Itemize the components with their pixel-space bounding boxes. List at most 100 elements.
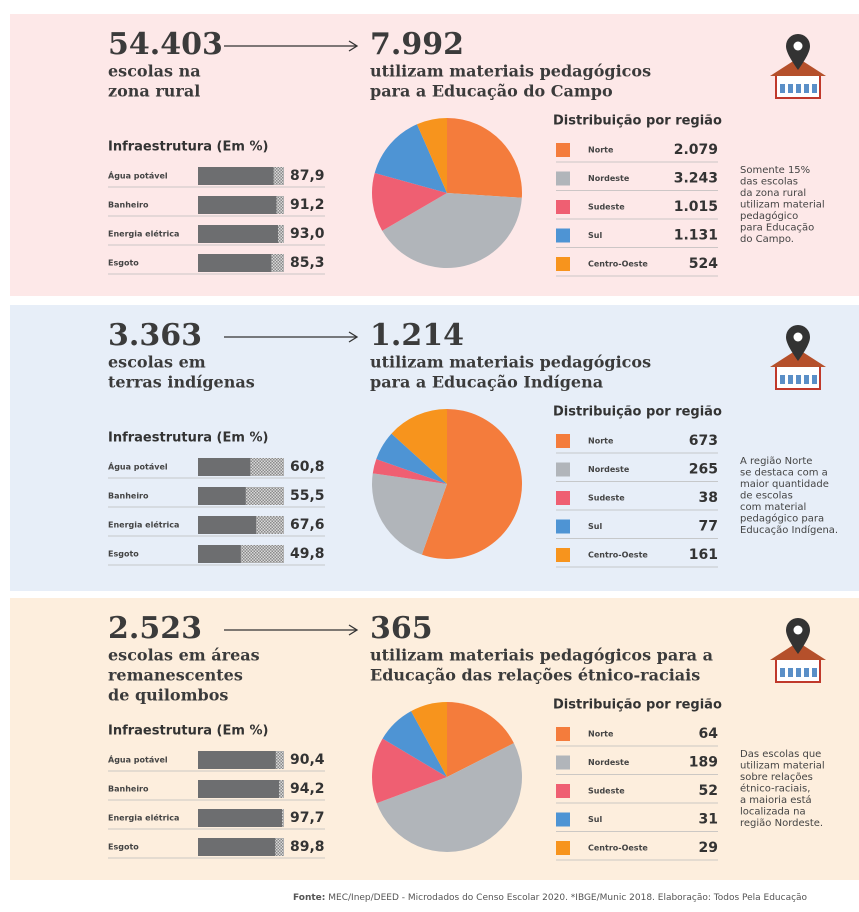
note: de escolas [740, 491, 793, 502]
bar [198, 516, 257, 534]
legend-value: 52 [699, 783, 718, 799]
note: do Campo. [740, 234, 794, 245]
legend-label: Sudeste [588, 203, 625, 212]
legend-value: 1.131 [674, 228, 718, 244]
count-label: para a Educação do Campo [370, 82, 613, 101]
legend-value: 524 [689, 256, 718, 272]
bar [198, 809, 283, 827]
pie-title: Distribuição por região [553, 114, 722, 129]
note: para Educação [740, 223, 814, 234]
legend-label: Sul [588, 522, 602, 531]
count-label: utilizam materiais pedagógicos [370, 62, 651, 81]
total-label: escolas em [108, 353, 206, 372]
note: Educação Indígena. [740, 524, 838, 536]
note: utilizam material [740, 200, 825, 211]
legend-swatch [556, 200, 570, 214]
count: 365 [370, 611, 433, 646]
pie-slice [376, 743, 522, 852]
legend-swatch [556, 755, 570, 770]
pie-slice [416, 118, 447, 193]
legend-label: Centro-Oeste [588, 551, 648, 560]
legend-swatch [556, 491, 570, 505]
bar [198, 751, 276, 769]
total-label: zona rural [108, 82, 200, 101]
icon-window [812, 375, 817, 384]
icon-window [812, 668, 817, 677]
legend-swatch [556, 228, 570, 243]
icon-window [804, 84, 809, 93]
icon-pin [786, 618, 810, 654]
total: 2.523 [108, 611, 202, 646]
bar [198, 225, 278, 243]
icon-pin-hole [793, 332, 803, 342]
bar [198, 838, 276, 856]
legend-value: 265 [689, 462, 718, 478]
icon-window [796, 668, 801, 677]
bar-value: 89,8 [290, 839, 325, 855]
arrow-head [348, 624, 359, 636]
pie-slice [447, 702, 514, 777]
legend-value: 189 [689, 755, 718, 771]
pie-slice [374, 124, 447, 193]
bar-value: 85,3 [290, 255, 325, 271]
icon-pin-hole [793, 625, 803, 635]
bar-value: 67,6 [290, 517, 325, 533]
legend-value: 31 [699, 812, 718, 828]
bar-value: 90,4 [290, 752, 325, 768]
legend-label: Nordeste [588, 465, 630, 474]
pie-slice [382, 711, 447, 777]
source: Fonte: MEC/Inep/DEED - Microdados do Cen… [293, 893, 808, 903]
pie-slice [411, 702, 447, 777]
pie-slice [421, 409, 522, 559]
legend-label: Sudeste [588, 787, 625, 796]
total-label: remanescentes [108, 666, 243, 685]
legend-swatch [556, 812, 570, 827]
total: 3.363 [108, 318, 202, 353]
bar-category: Banheiro [108, 492, 149, 501]
legend-swatch [556, 462, 570, 477]
bar-value: 94,2 [290, 781, 325, 797]
note: da zona rural [740, 188, 806, 199]
bar-category: Energia elétrica [108, 229, 179, 239]
note: localizada na [740, 807, 806, 818]
legend-swatch [556, 257, 570, 271]
legend-label: Norte [588, 437, 614, 446]
icon-window [780, 375, 785, 384]
icon-pin [786, 325, 810, 361]
bar [198, 196, 277, 214]
bar-title: Infraestrutura (Em %) [108, 431, 268, 446]
icon-window [796, 375, 801, 384]
legend-value: 3.243 [674, 171, 718, 187]
pie-slice [382, 193, 522, 268]
note: maior quantidade [740, 479, 829, 490]
total-label: escolas na [108, 62, 201, 81]
legend-value: 64 [699, 726, 719, 742]
legend-value: 29 [699, 840, 718, 856]
legend-swatch [556, 143, 570, 157]
note: étnico-raciais, [740, 783, 810, 795]
bar-category: Água potável [108, 461, 168, 472]
icon-window [788, 84, 793, 93]
note: com material [740, 502, 806, 513]
icon-window [780, 668, 785, 677]
icon-window [780, 84, 785, 93]
icon-window [788, 668, 793, 677]
legend-swatch [556, 548, 570, 562]
legend-label: Nordeste [588, 174, 630, 183]
pie-slice [372, 473, 447, 555]
source-text: MEC/Inep/DEED - Microdados do Censo Esco… [328, 893, 807, 903]
bar-value: 49,8 [290, 546, 325, 562]
legend-swatch [556, 784, 570, 798]
bar-category: Esgoto [108, 550, 139, 559]
legend-value: 77 [699, 519, 718, 535]
total-label: terras indígenas [108, 373, 255, 392]
bar-category: Esgoto [108, 259, 139, 268]
bar-value: 87,9 [290, 168, 325, 184]
note: se destaca com a [740, 468, 828, 479]
bar-title: Infraestrutura (Em %) [108, 724, 268, 739]
bar-value: 60,8 [290, 459, 325, 475]
pie-slice [391, 408, 447, 484]
count-label: Educação das relações étnico-raciais [370, 666, 700, 685]
legend-label: Nordeste [588, 758, 630, 767]
